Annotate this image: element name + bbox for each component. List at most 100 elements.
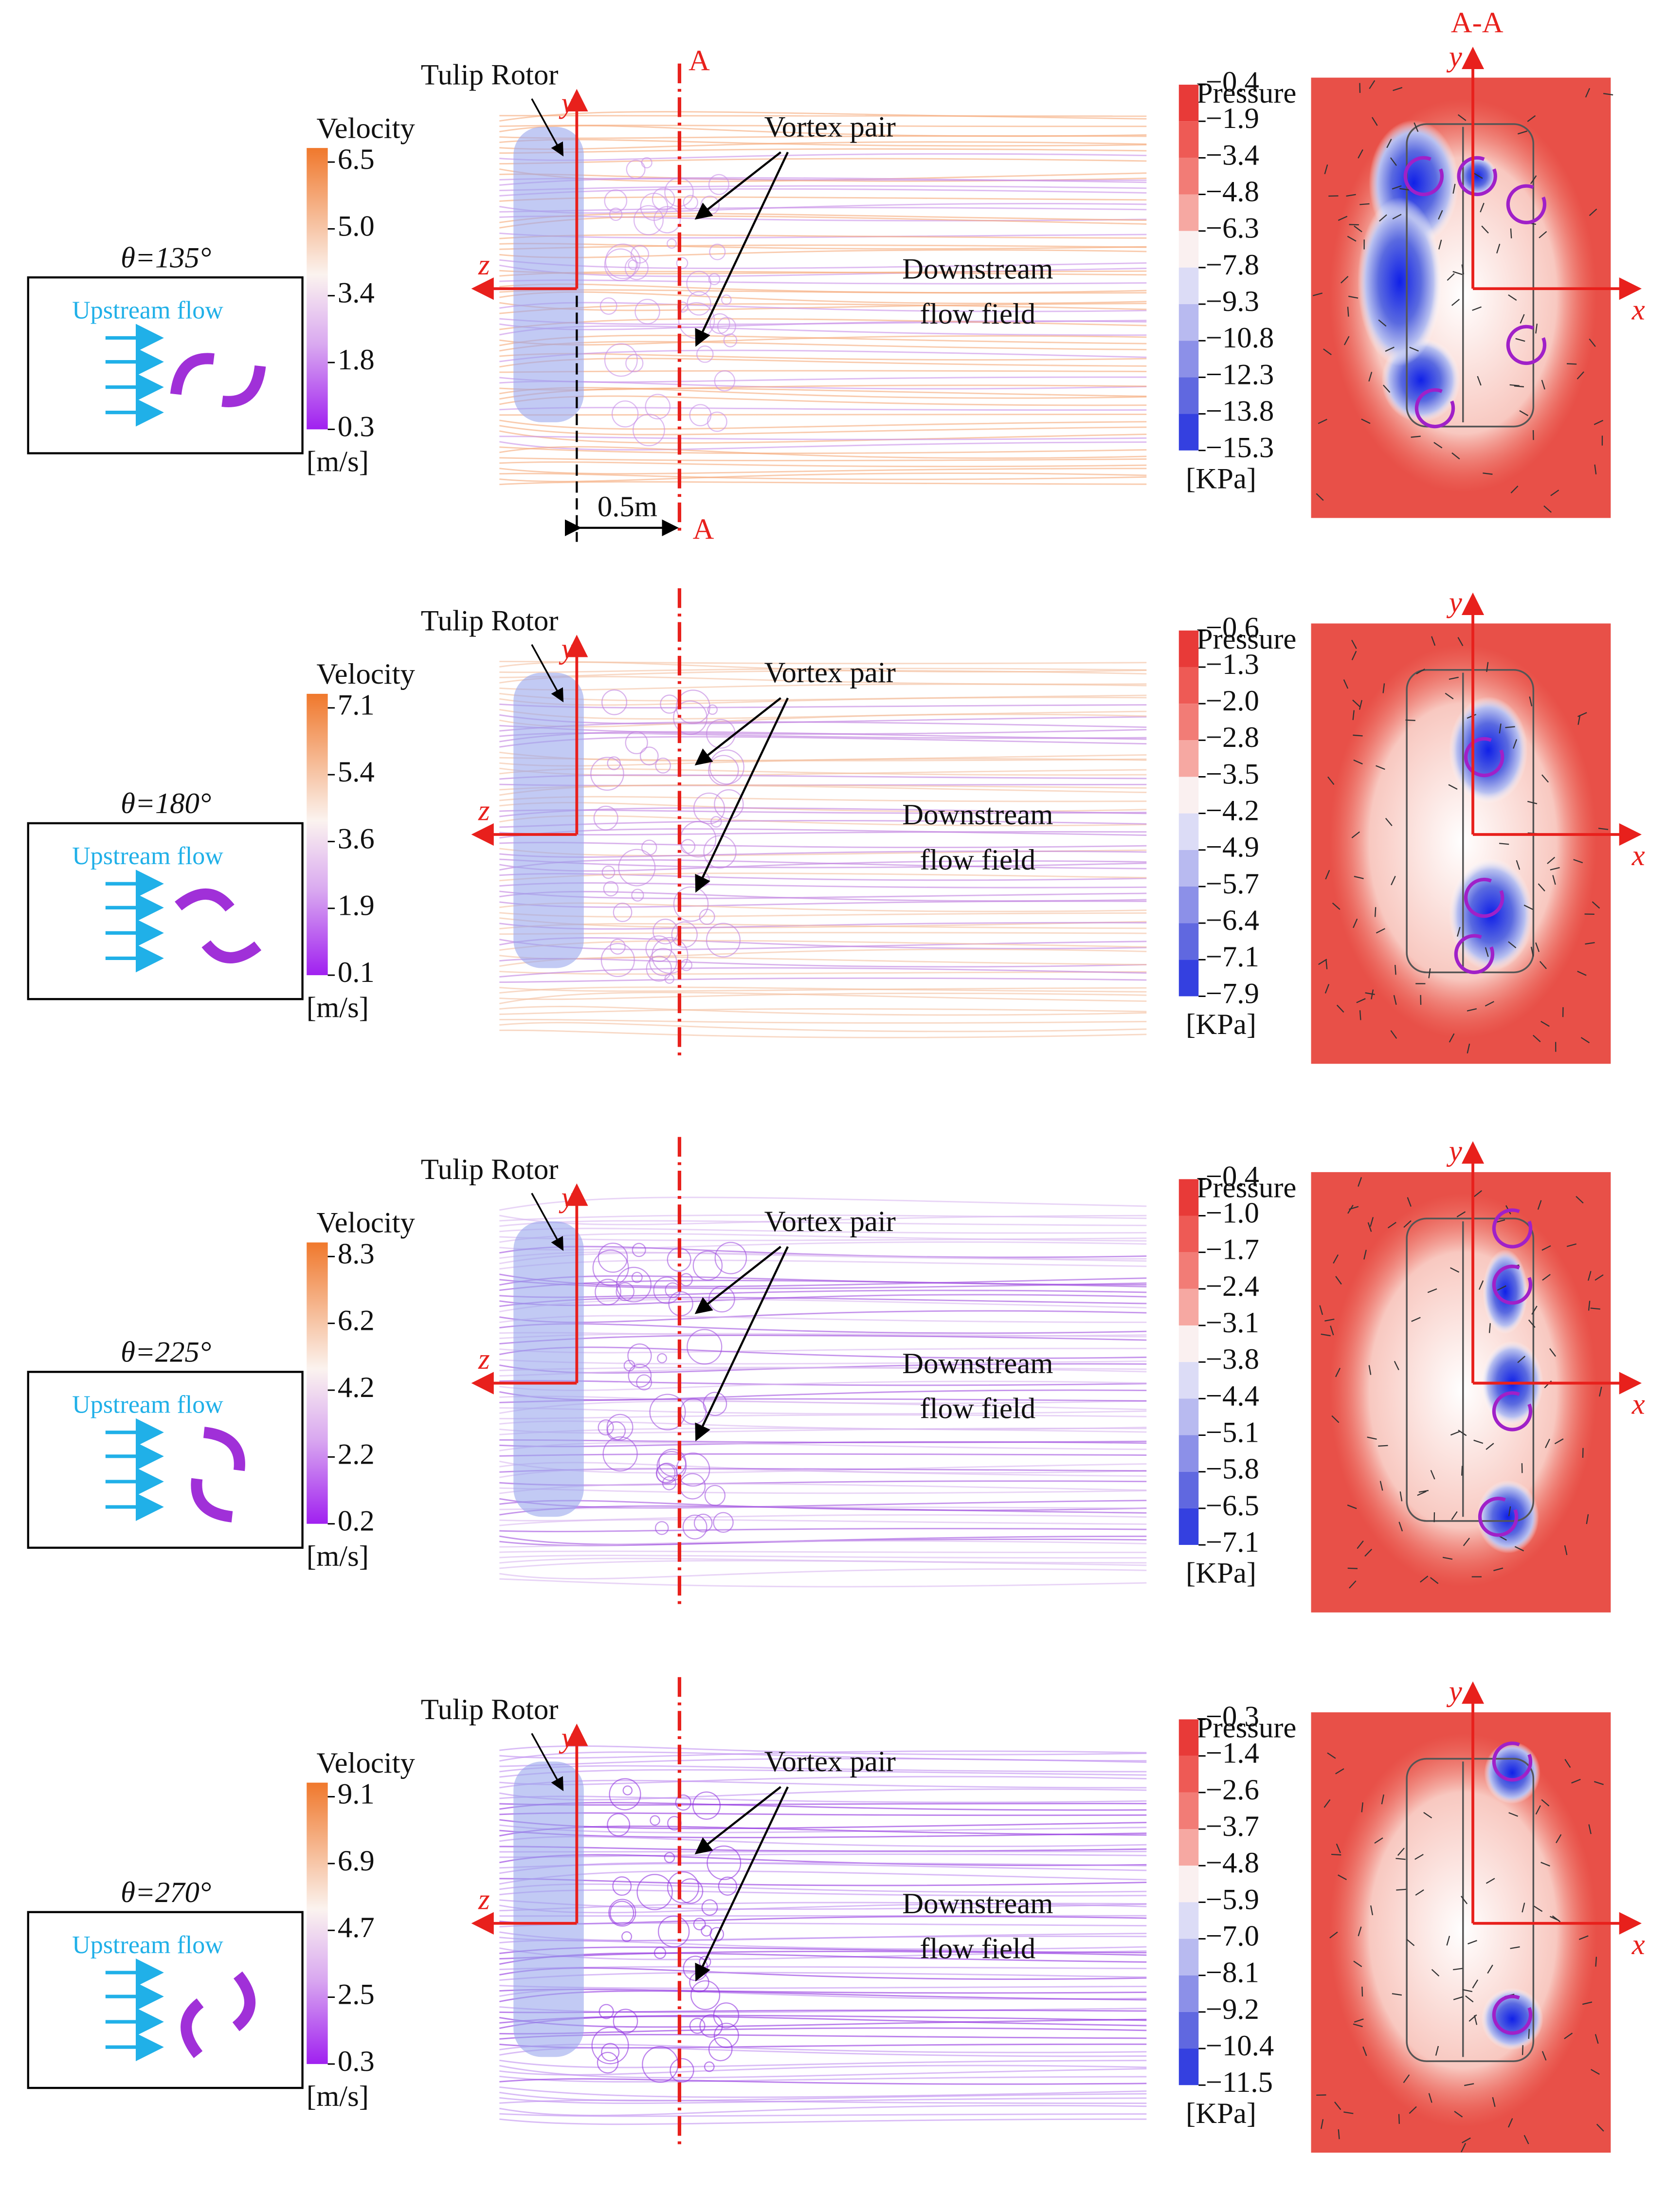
velocity-vector <box>1438 210 1443 220</box>
vortex-swirl <box>598 1242 628 1273</box>
vortex-swirl <box>645 394 670 419</box>
vortex-swirl <box>709 749 744 785</box>
velocity-vector <box>1508 1812 1518 1817</box>
pressure-unit: [KPa] <box>1186 1008 1256 1041</box>
vortex-swirl <box>673 886 709 922</box>
velocity-vector <box>1578 1935 1589 1940</box>
velocity-vector <box>1334 2102 1341 2110</box>
vortex-swirl <box>675 1794 691 1811</box>
streamline <box>499 1323 1147 1334</box>
velocity-vector <box>1312 292 1323 296</box>
velocity-vector <box>1499 843 1509 845</box>
pressure-tick-label: −8.1 <box>1206 1957 1259 1989</box>
streamline <box>499 1540 1147 1548</box>
streamline <box>499 1750 1147 1759</box>
streamline <box>499 2099 1147 2104</box>
vortex-swirl <box>631 888 644 902</box>
velocity-vector <box>1487 1964 1493 1974</box>
velocity-vector <box>1394 1360 1399 1371</box>
pressure-tick-label: −1.4 <box>1206 1737 1259 1770</box>
velocity-vector <box>1349 1580 1357 1589</box>
streamline <box>499 2033 1147 2040</box>
streamline <box>499 407 1147 411</box>
velocity-tick-label: 5.0 <box>338 210 375 242</box>
axis-z-label: z <box>478 1883 490 1916</box>
downstream-label: flow field <box>920 844 1035 876</box>
streamline <box>499 1985 1147 1989</box>
velocity-vector <box>1354 225 1362 233</box>
velocity-vector <box>1335 1768 1344 1775</box>
velocity-vector <box>1454 2111 1463 2118</box>
velocity-vector <box>1450 1267 1460 1273</box>
rotor-icon <box>201 940 262 963</box>
section-axis-x-label: x <box>1631 1388 1645 1421</box>
streamline <box>499 1846 1147 1852</box>
downstream-label: Downstream <box>902 253 1053 285</box>
vortex-swirl <box>708 755 739 786</box>
velocity-vector <box>1353 2023 1363 2028</box>
velocity-vector <box>1403 2074 1410 2084</box>
velocity-vector <box>1409 2106 1417 2114</box>
velocity-vector <box>1530 175 1537 184</box>
velocity-vector <box>1321 1333 1331 1337</box>
velocity-vector <box>1599 1386 1602 1397</box>
pressure-tick-label: −4.8 <box>1206 175 1259 208</box>
velocity-vector <box>1520 314 1525 324</box>
streamline <box>499 2078 1147 2085</box>
rotor-blade <box>513 1221 584 1517</box>
pointer <box>531 1193 564 1251</box>
vortex-swirl <box>595 1279 621 1305</box>
pressure-band <box>1178 1866 1199 1903</box>
velocity-vector <box>1447 273 1455 281</box>
vortex-swirl <box>624 256 649 280</box>
vortex-swirl <box>707 411 727 432</box>
pressure-tick-label: −3.5 <box>1206 758 1259 790</box>
velocity-unit: [m/s] <box>307 991 369 1024</box>
vortex-marker <box>1464 737 1504 778</box>
velocity-vector <box>1353 734 1363 737</box>
streamline <box>499 1555 1147 1559</box>
velocity-vector <box>1413 122 1419 132</box>
velocity-vector <box>1446 1936 1450 1946</box>
upstream-label: Upstream flow <box>72 842 223 870</box>
streamline <box>499 2118 1147 2125</box>
velocity-unit: [m/s] <box>307 1540 369 1573</box>
vortex-swirl <box>604 343 638 377</box>
pressure-band <box>1178 1508 1199 1545</box>
velocity-vector <box>1336 1004 1344 1013</box>
vortex-swirl <box>616 1267 652 1303</box>
velocity-vector <box>1352 699 1360 707</box>
velocity-vector <box>1349 1206 1359 1210</box>
streamline <box>499 1453 1147 1457</box>
pressure-unit: [KPa] <box>1186 2097 1256 2130</box>
streamline <box>499 430 1147 444</box>
velocity-vector <box>1367 1222 1372 1232</box>
streamline <box>499 291 1147 305</box>
rotor-label: Tulip Rotor <box>421 1693 559 1726</box>
inset-box <box>27 822 304 1000</box>
streamline <box>499 2059 1147 2068</box>
vortex-swirl <box>713 1512 734 1533</box>
vortex-swirl <box>636 1374 652 1391</box>
pressure-tick-label: −15.3 <box>1206 432 1274 464</box>
velocity-colorbar <box>307 693 328 976</box>
velocity-unit: [m/s] <box>307 446 369 478</box>
pressure-tick-label: −3.4 <box>1206 139 1259 171</box>
streamline <box>499 1214 1147 1222</box>
axis-z-label: z <box>478 249 490 281</box>
contour-low <box>1477 1480 1539 1554</box>
velocity-vector <box>1407 1197 1412 1207</box>
rotor-icon <box>191 1478 233 1523</box>
velocity-vector <box>1392 185 1402 190</box>
vortex-swirl <box>628 1363 652 1388</box>
velocity-vector <box>1403 1220 1412 1228</box>
velocity-vector <box>1492 2097 1496 2107</box>
velocity-vector <box>1323 1799 1331 1808</box>
streamline <box>499 987 1147 992</box>
velocity-vector <box>1358 1177 1362 1187</box>
velocity-vector <box>1323 348 1332 355</box>
streamline <box>499 967 1147 978</box>
vortex-swirl <box>598 2004 614 2019</box>
vortex-swirl <box>623 1360 635 1372</box>
velocity-vector <box>1530 946 1534 957</box>
